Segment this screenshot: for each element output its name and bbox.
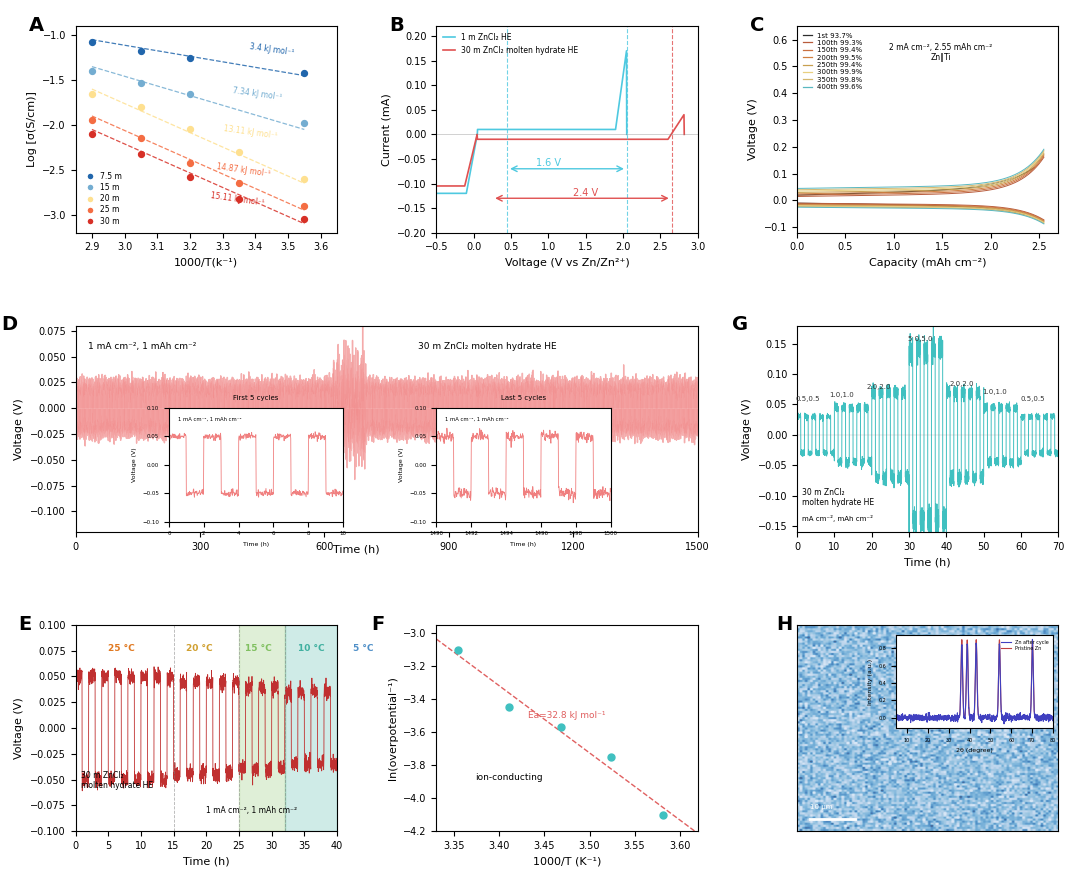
Text: 7.34 kJ mol⁻¹: 7.34 kJ mol⁻¹ (232, 86, 283, 102)
Y-axis label: Voltage (V): Voltage (V) (748, 99, 758, 160)
Text: 10 μm: 10 μm (810, 803, 833, 809)
Text: 0.5,0.5: 0.5,0.5 (796, 396, 821, 402)
Point (181, 87, 199, 101)
Text: 15.11 kJ mol⁻¹: 15.11 kJ mol⁻¹ (210, 192, 265, 207)
Point (181, 170, 199, 184)
Point (181, 156, 199, 170)
X-axis label: 1000/T(k⁻¹): 1000/T(k⁻¹) (174, 258, 239, 268)
X-axis label: 1000/T (K⁻¹): 1000/T (K⁻¹) (532, 857, 602, 866)
Point (296, 213, 313, 227)
Point (449, 642, 467, 656)
Text: mA cm⁻², mAh cm⁻²: mA cm⁻², mAh cm⁻² (802, 514, 874, 522)
Legend: 1 m ZnCl₂ HE, 30 m ZnCl₂ molten hydrate HE: 1 m ZnCl₂ HE, 30 m ZnCl₂ molten hydrate … (441, 30, 581, 58)
Point (230, 145, 247, 159)
Point (133, 100, 150, 114)
Point (83, 64, 100, 78)
Text: 2 mA cm⁻², 2.55 mAh cm⁻²
Zn‖Ti: 2 mA cm⁻², 2.55 mAh cm⁻² Zn‖Ti (889, 43, 993, 62)
Text: Time (h): Time (h) (333, 545, 380, 555)
Y-axis label: Voltage (V): Voltage (V) (742, 398, 752, 459)
Point (83, 35, 100, 49)
Point (230, 192, 247, 206)
Text: 2.0,2.0: 2.0,2.0 (949, 382, 973, 388)
Text: 0.5,0.5: 0.5,0.5 (1020, 396, 1044, 402)
Text: 5 °C: 5 °C (353, 644, 374, 653)
Text: F: F (370, 614, 384, 634)
Point (296, 116, 313, 130)
Text: 30 m ZnCl₂
molten hydrate HE: 30 m ZnCl₂ molten hydrate HE (81, 771, 153, 790)
Point (133, 45, 150, 59)
Text: Ea=32.8 kJ mol⁻¹: Ea=32.8 kJ mol⁻¹ (528, 710, 605, 720)
Text: B: B (389, 16, 404, 35)
Point (296, 66, 313, 80)
Text: ion-conducting: ion-conducting (475, 773, 543, 781)
Y-axis label: Voltage (V): Voltage (V) (14, 697, 25, 759)
Point (83, 114, 100, 128)
Y-axis label: Current (mA): Current (mA) (381, 93, 391, 166)
Text: 2.0,2.0: 2.0,2.0 (867, 384, 891, 390)
Point (230, 176, 247, 190)
Point (296, 172, 313, 186)
Text: 15 °C: 15 °C (245, 644, 272, 653)
Point (653, 808, 671, 822)
Y-axis label: Log [σ(S/cm)]: Log [σ(S/cm)] (27, 92, 37, 167)
Bar (285, 625, 337, 831)
Point (603, 750, 620, 764)
Point (133, 76, 150, 90)
Text: 13.11 kJ mol⁻¹: 13.11 kJ mol⁻¹ (222, 124, 278, 140)
X-axis label: Capacity (mAh cm⁻²): Capacity (mAh cm⁻²) (869, 258, 986, 268)
Text: 1 mA cm⁻², 1 mAh cm⁻²: 1 mA cm⁻², 1 mAh cm⁻² (206, 806, 297, 815)
Text: H: H (777, 614, 793, 634)
Text: 2.4 V: 2.4 V (573, 188, 598, 198)
Text: 25 °C: 25 °C (108, 644, 135, 653)
Text: 30 m ZnCl₂
molten hydrate HE: 30 m ZnCl₂ molten hydrate HE (802, 487, 875, 508)
Point (296, 199, 313, 213)
Text: 10 °C: 10 °C (297, 644, 324, 653)
X-axis label: Time (h): Time (h) (904, 557, 951, 567)
Text: 20 °C: 20 °C (187, 644, 213, 653)
Point (552, 720, 569, 734)
X-axis label: Time (h): Time (h) (183, 857, 230, 866)
Text: G: G (731, 315, 747, 334)
Y-axis label: Voltage (V): Voltage (V) (14, 398, 25, 459)
Point (181, 51, 199, 65)
Text: 1 mA cm⁻², 1 mAh cm⁻²: 1 mA cm⁻², 1 mAh cm⁻² (89, 342, 197, 351)
Point (501, 700, 518, 714)
Text: 5 0,5.0: 5 0,5.0 (908, 336, 932, 342)
Point (83, 127, 100, 141)
Point (83, 87, 100, 101)
Text: 3.4 kJ mol⁻¹: 3.4 kJ mol⁻¹ (248, 42, 295, 57)
Y-axis label: ln(overpotential⁻¹): ln(overpotential⁻¹) (388, 676, 397, 780)
Point (133, 131, 150, 145)
Point (133, 147, 150, 161)
Text: 1.0,1.0: 1.0,1.0 (829, 392, 854, 398)
Bar (239, 625, 285, 831)
Text: 30 m ZnCl₂ molten hydrate HE: 30 m ZnCl₂ molten hydrate HE (418, 342, 556, 351)
Text: E: E (18, 614, 31, 634)
Point (181, 123, 199, 136)
X-axis label: Voltage (V vs Zn/Zn²⁺): Voltage (V vs Zn/Zn²⁺) (504, 258, 630, 268)
Text: 1.0,1.0: 1.0,1.0 (983, 388, 1008, 395)
Legend: 7.5 m, 15 m, 20 m, 25 m, 30 m: 7.5 m, 15 m, 20 m, 25 m, 30 m (80, 169, 125, 229)
Text: 14.87 kJ mol⁻¹: 14.87 kJ mol⁻¹ (216, 163, 271, 179)
Text: D: D (1, 315, 17, 334)
Legend: 1st 93.7%, 100th 99.3%, 150th 99.4%, 200th 99.5%, 250th 99.4%, 300th 99.9%, 350t: 1st 93.7%, 100th 99.3%, 150th 99.4%, 200… (800, 30, 865, 93)
Text: A: A (28, 16, 43, 35)
Text: 1.6 V: 1.6 V (536, 158, 561, 168)
Text: C: C (750, 16, 765, 35)
